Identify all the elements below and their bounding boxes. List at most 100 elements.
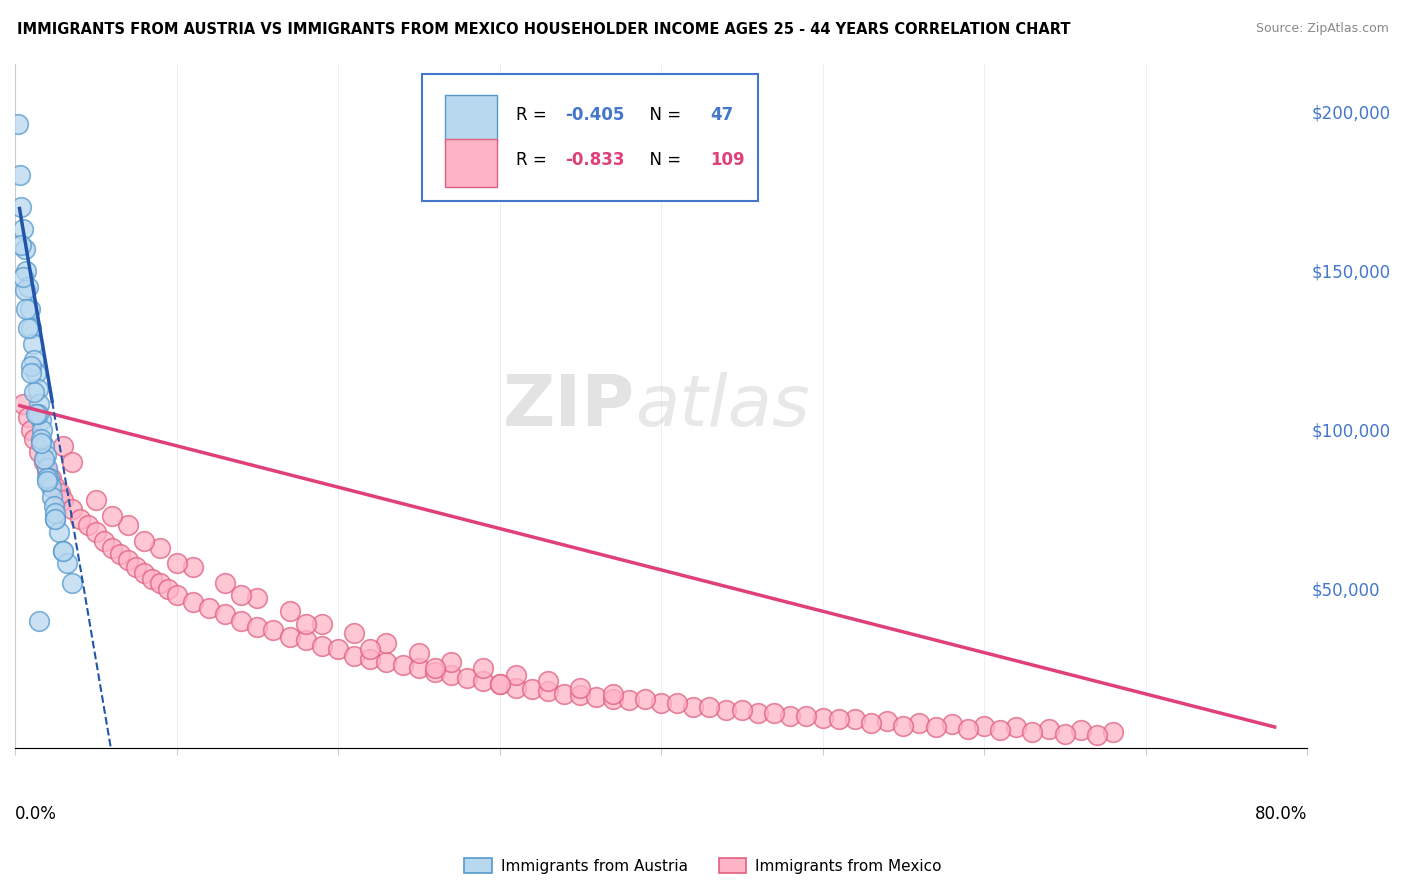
Point (11, 270, 34, 285)
Point (181, 559, 204, 574)
Text: N =: N = (640, 151, 686, 169)
Point (246, 620, 269, 634)
Point (602, 691, 624, 706)
Point (27, 382, 49, 396)
Point (42, 500, 65, 514)
Point (375, 636, 398, 650)
Point (7, 118, 30, 132)
Point (779, 709, 801, 723)
Point (108, 547, 131, 561)
Point (28, 445, 51, 459)
FancyBboxPatch shape (422, 74, 758, 201)
Point (84, 492, 107, 507)
Point (17, 321, 39, 335)
Point (18, 301, 41, 316)
Point (10, 200, 32, 214)
Point (617, 693, 640, 707)
Point (125, 559, 148, 574)
Point (278, 630, 301, 644)
Point (93, 534, 115, 549)
Point (14, 283, 37, 297)
Point (973, 719, 995, 733)
Point (908, 715, 931, 730)
Point (52, 492, 75, 507)
Point (326, 642, 349, 657)
Point (21, 337, 44, 351)
Point (15, 264, 38, 278)
Point (30, 433, 52, 447)
Text: R =: R = (516, 106, 553, 124)
Point (456, 671, 478, 685)
Point (488, 677, 510, 691)
Text: R =: R = (516, 151, 553, 169)
Text: ZIP: ZIP (503, 372, 636, 441)
Point (37, 474, 59, 488)
Point (52, 543, 75, 558)
Point (134, 566, 156, 580)
Point (262, 624, 284, 638)
Point (101, 508, 124, 523)
Point (440, 668, 463, 682)
Point (423, 661, 446, 675)
Point (714, 703, 737, 717)
Point (505, 681, 527, 695)
Text: atlas: atlas (636, 372, 810, 441)
Point (666, 697, 689, 711)
Point (166, 557, 188, 571)
Point (48, 524, 70, 539)
Text: 80.0%: 80.0% (1254, 805, 1308, 823)
Point (11, 222, 34, 236)
Point (876, 714, 898, 728)
Point (214, 607, 236, 622)
Point (134, 534, 156, 549)
Point (585, 690, 607, 704)
Point (52, 543, 75, 558)
Point (440, 655, 463, 669)
Point (391, 658, 413, 673)
Point (55, 557, 77, 571)
Point (1021, 725, 1043, 739)
Point (1085, 728, 1108, 742)
Point (650, 697, 672, 711)
Point (34, 448, 56, 462)
Point (537, 683, 560, 698)
Point (38, 470, 60, 484)
Point (311, 639, 333, 653)
Point (229, 588, 252, 602)
Point (602, 687, 624, 701)
Point (731, 703, 754, 717)
Point (39, 470, 62, 484)
Point (27, 407, 49, 421)
Point (682, 699, 704, 714)
Point (17, 410, 39, 425)
Point (408, 661, 430, 675)
Text: -0.833: -0.833 (565, 151, 624, 169)
Point (25, 407, 48, 421)
Point (149, 575, 172, 590)
Point (859, 715, 882, 730)
Point (941, 717, 963, 731)
Point (472, 661, 495, 675)
Point (31, 423, 53, 437)
Point (117, 518, 139, 533)
Point (44, 512, 66, 526)
Point (20, 423, 42, 437)
Point (20, 366, 42, 380)
Point (157, 582, 180, 596)
Point (52, 439, 75, 453)
Point (181, 594, 204, 608)
Point (198, 601, 221, 615)
Point (60, 455, 83, 469)
Point (699, 699, 721, 714)
Point (747, 706, 769, 720)
Legend: Immigrants from Austria, Immigrants from Mexico: Immigrants from Austria, Immigrants from… (458, 852, 948, 880)
Point (69, 512, 91, 526)
Text: Source: ZipAtlas.com: Source: ZipAtlas.com (1256, 22, 1389, 36)
Point (553, 687, 575, 701)
Point (423, 665, 446, 679)
Point (1038, 722, 1060, 736)
Point (39, 480, 62, 494)
Point (343, 648, 366, 663)
Point (924, 720, 946, 734)
Point (22, 433, 45, 447)
